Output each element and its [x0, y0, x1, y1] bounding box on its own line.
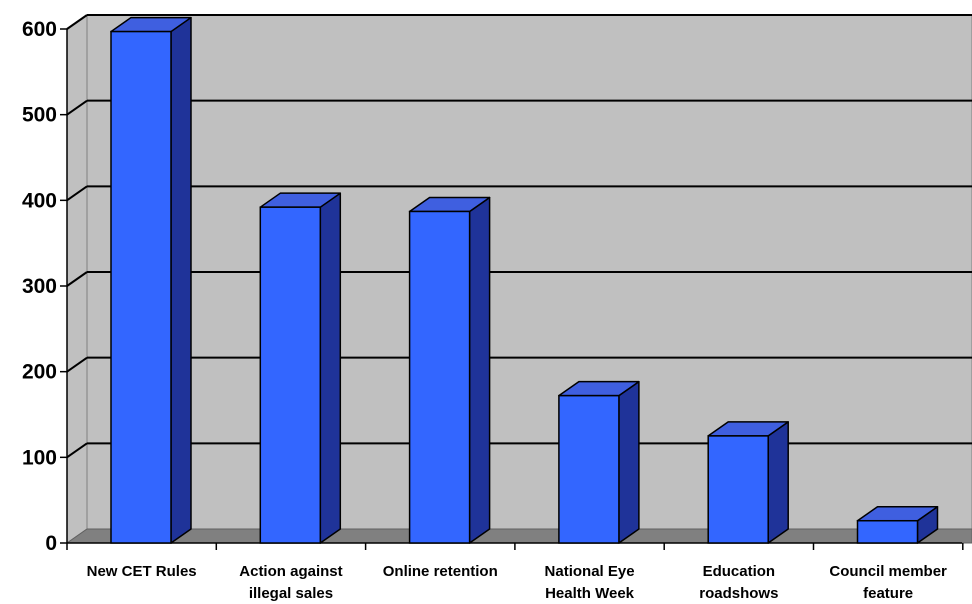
x-category-label-line: feature [863, 585, 913, 602]
x-category-label-line: National Eye [545, 563, 635, 580]
bar [856, 505, 939, 544]
x-category-label-line: Online retention [383, 563, 498, 580]
y-tick-label: 300 [22, 275, 57, 298]
gridlines [66, 14, 972, 459]
x-category-label: Online retention [383, 563, 498, 580]
x-category-label-line: Health Week [545, 585, 635, 602]
gridline-diagonal [66, 14, 88, 30]
x-category-label-line: roadshows [699, 585, 778, 602]
x-category-label-line: Council member [829, 563, 947, 580]
bar-front [707, 435, 769, 544]
chart-walls [65, 14, 972, 544]
bar [408, 196, 491, 544]
y-tick-label: 600 [22, 18, 57, 41]
bar-side [618, 380, 640, 544]
x-category-label: New CET Rules [87, 563, 197, 580]
y-tick-label: 200 [22, 361, 57, 384]
bar [558, 380, 640, 544]
gridline-diagonal [66, 185, 88, 202]
x-category-labels: New CET Rules Action against illegal sales… [87, 563, 947, 602]
bar-side [468, 196, 491, 544]
gridline-diagonal [66, 271, 88, 287]
gridline-diagonal [66, 356, 88, 373]
y-tick-label: 400 [22, 189, 57, 212]
x-category-label-line: Education [703, 563, 776, 580]
bar-front [558, 394, 620, 544]
y-tick-label: 0 [45, 532, 57, 555]
bar [707, 421, 789, 544]
bar [259, 192, 342, 544]
x-category-label: National Eye Health Week [545, 563, 635, 602]
gridline-diagonal [66, 442, 88, 459]
bar-front [856, 519, 919, 544]
floor [65, 528, 972, 544]
bar-front [259, 206, 322, 544]
x-category-label-line: New CET Rules [87, 563, 197, 580]
bar-side [319, 192, 342, 544]
y-tick-labels: 0 100 200 300 400 500 600 [22, 18, 57, 555]
x-category-label: Action against illegal sales [239, 563, 342, 602]
y-tick-label: 500 [22, 104, 57, 127]
bar-side [170, 16, 192, 544]
bar-front [110, 30, 172, 544]
bar-front [408, 210, 471, 544]
x-category-label: Education roadshows [699, 563, 778, 602]
bars [110, 16, 939, 544]
bar [110, 16, 192, 544]
axes [60, 28, 964, 550]
y-tick-label: 100 [22, 446, 57, 469]
x-category-label-line: Action against [239, 563, 342, 580]
gridline-diagonal [66, 99, 88, 116]
x-category-label: Council member feature [829, 563, 947, 602]
bar-side [767, 421, 789, 544]
x-category-label-line: illegal sales [249, 585, 333, 602]
